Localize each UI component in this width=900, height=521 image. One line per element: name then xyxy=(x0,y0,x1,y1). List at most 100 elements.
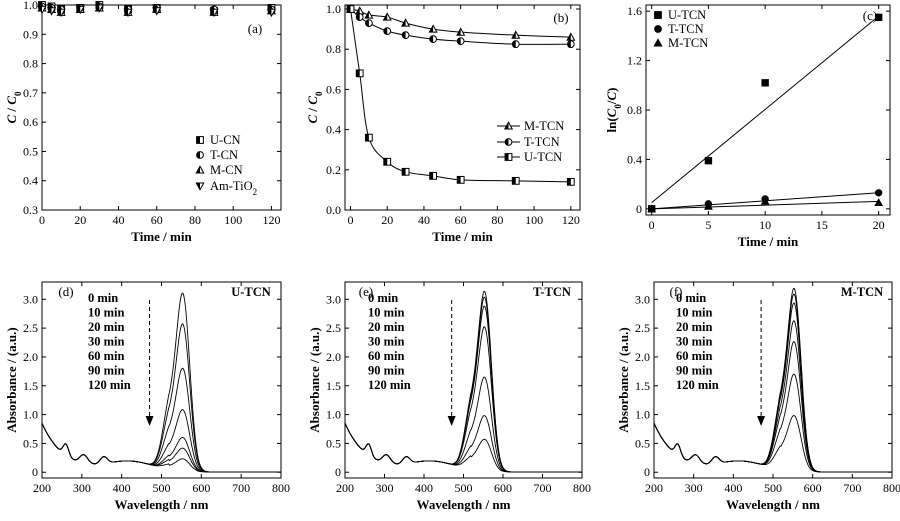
x-tick-label: 0 xyxy=(348,213,354,227)
spectrum-line xyxy=(344,423,582,473)
y-axis-label-part: C xyxy=(305,114,320,123)
y-tick-label: 3.0 xyxy=(635,292,650,306)
legend-label-part: 2 xyxy=(253,187,258,197)
y-axis-label: Absorbance / (a.u.) xyxy=(4,327,19,432)
panel-0: 0 20 40 60 80 100 1200.30.40.50.60.70.80.91.0(… xyxy=(4,0,282,244)
y-axis-label-part: / xyxy=(305,105,320,115)
legend-label: M-TCN xyxy=(524,119,564,133)
panel-5: 200 300 400 500 600 700 800 0 0.5 1.0 1.5 2.0 2.5 3.0… xyxy=(616,281,900,512)
x-tick-label: 40 xyxy=(112,213,124,227)
y-tick-label: 1.2 xyxy=(627,54,642,68)
x-axis-label-visual-part: Time / min xyxy=(131,229,192,244)
time-label: 30 min xyxy=(88,335,125,349)
plot-frame xyxy=(344,4,581,211)
x-axis-label-visual-part: Wavelength / nm xyxy=(115,497,209,512)
data-point-fill xyxy=(567,178,571,186)
decay-arrow-head xyxy=(757,416,766,426)
panel-3: 200 300 400 500 600 700 800 0 0.5 1.0 1.5 2.0 2.5 3.0… xyxy=(4,281,290,512)
data-point-fill xyxy=(95,4,100,12)
x-axis-label-visual: Time / min xyxy=(131,229,192,244)
legend-label: T-TCN xyxy=(524,135,560,149)
series-T-TCN xyxy=(346,5,575,49)
time-label: 90 min xyxy=(88,364,125,378)
y-axis-label-part: C xyxy=(604,92,619,101)
y-tick-label: 2.0 xyxy=(635,350,650,364)
x-tick-label: 400 xyxy=(415,481,433,495)
y-axis-label-part: 0 xyxy=(13,91,23,96)
x-axis-label-visual: Wavelength / nm xyxy=(417,497,511,512)
decay-arrow-head xyxy=(447,416,456,426)
x-tick-label: 500 xyxy=(455,481,473,495)
data-point-fill xyxy=(210,9,215,17)
y-tick-label: 3.0 xyxy=(326,292,341,306)
time-label: 60 min xyxy=(368,349,405,363)
y-tick-label: 1.0 xyxy=(326,408,341,422)
x-tick-label: 500 xyxy=(764,481,782,495)
x-tick-label: 200 xyxy=(645,481,663,495)
time-label: 0 min xyxy=(368,291,398,305)
y-tick-label: 2.5 xyxy=(635,321,650,335)
data-point-fill xyxy=(383,158,388,166)
y-tick-label: 0.5 xyxy=(23,144,38,158)
y-axis-label: C / C0 xyxy=(4,91,23,123)
x-axis-label-visual: Time / min xyxy=(432,229,493,244)
legend-label-part: Am-TiO xyxy=(210,179,253,193)
x-tick-label: 5 xyxy=(705,218,711,232)
y-tick-label: 1.5 xyxy=(635,379,650,393)
legend-marker-fill xyxy=(196,182,200,190)
legend-marker-fill xyxy=(504,122,509,130)
x-axis-label-visual: Time / min xyxy=(738,234,799,249)
data-point-fill xyxy=(512,40,516,48)
y-axis-label: Absorbance / (a.u.) xyxy=(616,327,631,432)
data-point-fill xyxy=(347,5,351,13)
x-tick-label: 20 xyxy=(74,213,86,227)
spectra-curves xyxy=(344,290,582,473)
sample-label: M-TCN xyxy=(841,285,883,299)
x-tick-label: 800 xyxy=(883,481,900,495)
y-tick-label: 1.5 xyxy=(326,379,341,393)
panel-4: 200 300 400 500 600 700 800 0 0.5 1.0 1.5 2.0 2.5 3.0… xyxy=(307,281,591,512)
data-point-fill xyxy=(152,7,157,15)
x-tick-label: 600 xyxy=(494,481,512,495)
fit-line xyxy=(651,15,879,204)
time-label: 30 min xyxy=(368,335,405,349)
panel-label: (d) xyxy=(58,284,73,299)
y-tick-label: 1.6 xyxy=(627,4,642,18)
x-tick-label: 300 xyxy=(685,481,703,495)
y-axis-label-part: C xyxy=(604,108,619,117)
data-point-fill xyxy=(402,31,406,39)
x-tick-label: 800 xyxy=(573,481,591,495)
y-tick-label: 0 xyxy=(32,465,38,479)
panel-label: (b) xyxy=(553,10,568,25)
y-tick-label: 0.4 xyxy=(326,123,341,137)
data-point-fill xyxy=(457,176,461,184)
data-point-fill xyxy=(355,7,360,15)
sample-label: T-TCN xyxy=(533,285,571,299)
x-axis-label-visual: Wavelength / nm xyxy=(726,497,820,512)
time-label: 20 min xyxy=(88,320,125,334)
legend-label: M-TCN xyxy=(668,36,708,50)
y-axis-label-part: 0 xyxy=(613,104,623,109)
x-axis-label-visual-part: Time / min xyxy=(432,229,493,244)
y-tick-label: 0.8 xyxy=(23,57,38,71)
x-axis-label-visual-part: Wavelength / nm xyxy=(417,497,511,512)
data-point-fill xyxy=(47,7,52,15)
x-tick-label: 20 xyxy=(381,213,393,227)
y-tick-label: 1.0 xyxy=(326,2,341,16)
y-axis-label-part: C xyxy=(305,96,320,105)
time-label: 10 min xyxy=(88,306,125,320)
data-point-fill xyxy=(124,9,129,17)
y-tick-label: 0.5 xyxy=(635,436,650,450)
y-axis-label: C / C0 xyxy=(305,91,324,123)
x-axis-label-visual-part: Wavelength / nm xyxy=(726,497,820,512)
x-tick-label: 20 xyxy=(873,218,885,232)
panel-1: 0 20 40 60 80 100 120 0.0 0.2 0.4 0.6 0.8 1.0 (b) Time… xyxy=(305,2,581,244)
series-M-TCN xyxy=(345,4,576,41)
spectrum-line xyxy=(41,292,281,473)
time-label: 0 min xyxy=(676,291,706,305)
data-point-fill xyxy=(267,9,272,17)
data-point-fill xyxy=(567,33,571,41)
decay-arrow-head xyxy=(145,416,154,426)
x-tick-label: 80 xyxy=(491,213,503,227)
